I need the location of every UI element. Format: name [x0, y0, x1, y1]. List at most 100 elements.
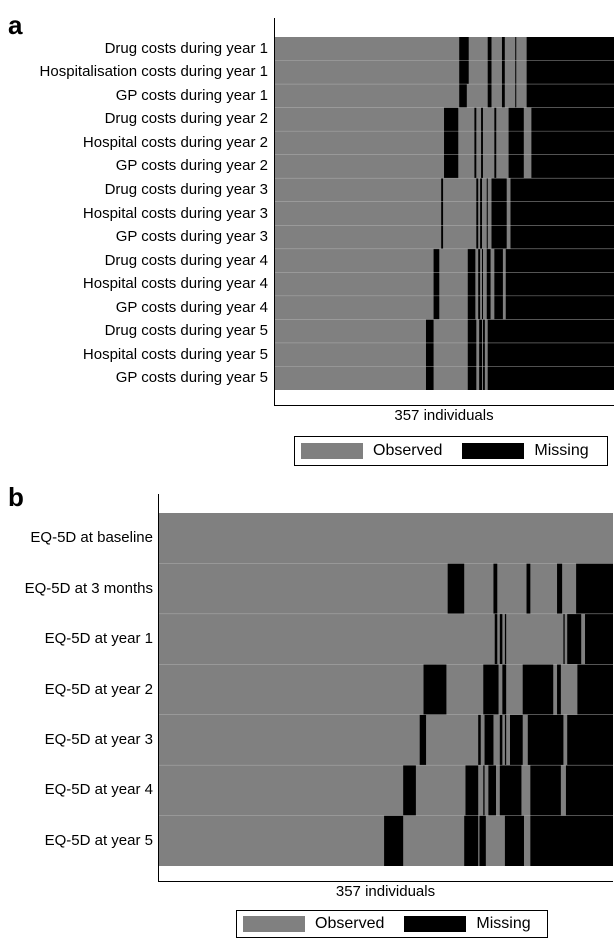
missing-segment-2-2 [501, 84, 505, 108]
row-label: Hospitalisation costs during year 1 [39, 63, 268, 81]
missing-segment-12-3 [482, 319, 485, 343]
missing-segment-3-3 [522, 664, 554, 715]
legend-swatch-missing [404, 916, 467, 932]
missing-segment-1-1 [487, 60, 492, 85]
missing-segment-4-1 [478, 714, 481, 766]
missing-segment-13-0 [425, 342, 434, 367]
plot-top-tick-a [274, 18, 275, 38]
missing-segment-3-2 [502, 664, 507, 715]
missing-segment-6-4 [491, 178, 507, 202]
missing-segment-5-0 [444, 154, 459, 179]
observed-row-2 [159, 613, 613, 665]
missing-segment-2-0 [459, 84, 467, 108]
missing-segment-11-2 [478, 295, 481, 320]
row-label: EQ-5D at year 3 [44, 730, 153, 748]
row-label: GP costs during year 3 [115, 228, 268, 246]
missing-segment-4-6 [527, 714, 564, 766]
missing-segment-5-1 [474, 154, 477, 179]
missing-segment-2-0 [494, 613, 498, 665]
missing-segment-11-1 [467, 295, 476, 320]
missing-segment-3-5 [577, 664, 613, 715]
row-label: GP costs during year 4 [115, 298, 268, 316]
x-axis-label-a: 357 individuals [394, 407, 494, 424]
legend-b: Observed Missing [236, 910, 548, 938]
missing-segment-4-5 [509, 714, 523, 766]
missing-segment-7-2 [480, 201, 483, 226]
legend-a: Observed Missing [294, 436, 608, 466]
missing-segment-4-4 [508, 131, 524, 155]
missing-segment-14-3 [482, 366, 485, 390]
missing-segment-1-3 [557, 563, 563, 614]
missing-segment-10-6 [505, 272, 614, 296]
row-label: EQ-5D at year 2 [44, 680, 153, 698]
missing-segment-14-4 [487, 366, 614, 390]
missing-segment-9-4 [486, 248, 491, 273]
x-axis-label-b: 357 individuals [335, 883, 436, 900]
missing-segment-4-7 [567, 714, 613, 766]
missing-segment-6-4 [530, 815, 613, 866]
missing-segment-12-2 [479, 319, 483, 343]
row-label: Hospital costs during year 4 [82, 275, 268, 293]
row-label: Drug costs during year 4 [104, 251, 268, 269]
missing-segment-0-3 [515, 37, 517, 61]
missing-segment-10-3 [482, 272, 484, 296]
missing-segment-9-2 [478, 248, 481, 273]
missing-segment-10-5 [494, 272, 503, 296]
missing-segment-6-1 [464, 815, 479, 866]
missing-segment-14-2 [479, 366, 483, 390]
panel-letter-b: b [8, 482, 24, 512]
row-label: GP costs during year 1 [115, 86, 268, 104]
missing-segment-8-3 [486, 225, 488, 249]
missing-segment-2-4 [567, 613, 582, 665]
missing-segment-12-0 [425, 319, 434, 343]
missing-segment-14-1 [467, 366, 477, 390]
missing-segment-1-0 [459, 60, 469, 85]
missing-segment-5-2 [481, 154, 483, 179]
row-label: Drug costs during year 5 [104, 322, 268, 340]
missing-segment-9-1 [467, 248, 476, 273]
missing-segment-5-4 [508, 154, 524, 179]
missing-segment-6-5 [510, 178, 614, 202]
legend-label-observed: Observed [315, 915, 385, 932]
missing-segment-7-3 [486, 201, 488, 226]
missing-segment-5-1 [465, 765, 479, 816]
missing-segment-3-0 [423, 664, 447, 715]
observed-row-1 [159, 563, 613, 614]
missing-segment-10-1 [467, 272, 476, 296]
row-label: EQ-5D at year 1 [44, 630, 153, 648]
missing-segment-3-1 [474, 107, 477, 132]
missing-segment-13-4 [487, 342, 614, 367]
missing-segment-11-0 [433, 295, 440, 320]
missing-segment-2-3 [563, 613, 565, 665]
observed-row-0 [159, 513, 613, 564]
row-label: Drug costs during year 2 [104, 110, 268, 128]
row-label: Hospital costs during year 3 [82, 204, 268, 222]
missing-segment-10-2 [478, 272, 481, 296]
missing-segment-2-2 [504, 613, 507, 665]
missing-segment-2-1 [499, 613, 503, 665]
missing-segment-12-1 [467, 319, 477, 343]
missing-segment-13-1 [467, 342, 477, 367]
missing-segment-6-0 [441, 178, 444, 202]
missing-segment-5-4 [499, 765, 522, 816]
missing-segment-5-2 [483, 765, 485, 816]
missing-segment-10-0 [433, 272, 440, 296]
missing-segment-4-4 [504, 714, 507, 766]
missing-segment-5-0 [403, 765, 416, 816]
missing-segment-9-5 [494, 248, 503, 273]
missing-segment-4-5 [531, 131, 614, 155]
missing-segment-3-5 [531, 107, 614, 132]
row-label: Drug costs during year 1 [104, 39, 268, 57]
missing-segment-10-4 [486, 272, 491, 296]
legend-swatch-missing [462, 443, 525, 459]
missing-segment-4-2 [481, 131, 483, 155]
panel-letter-a: a [8, 10, 23, 40]
missing-segment-6-2 [480, 178, 483, 202]
missing-segment-8-0 [441, 225, 444, 249]
missingness-heatmap-b [159, 513, 613, 866]
missing-segment-1-3 [515, 60, 517, 85]
missing-segment-6-1 [476, 178, 479, 202]
missing-segment-11-5 [494, 295, 503, 320]
missing-segment-14-0 [425, 366, 434, 390]
missing-segment-2-4 [526, 84, 614, 108]
